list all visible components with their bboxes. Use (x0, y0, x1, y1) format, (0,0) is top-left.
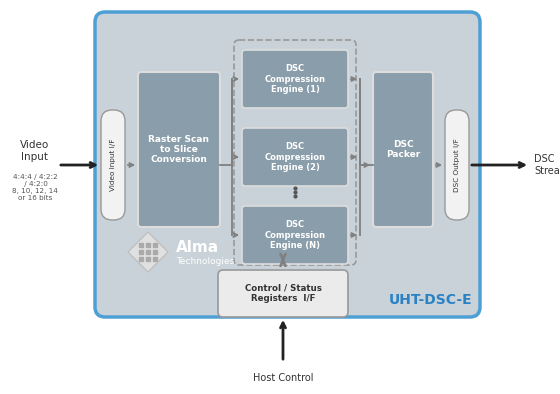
Text: DSC
Compression
Engine (1): DSC Compression Engine (1) (264, 64, 325, 94)
Text: Host Control: Host Control (253, 373, 313, 383)
Text: 4:4:4 / 4:2:2
 / 4:2:0
8, 10, 12, 14
or 16 bits: 4:4:4 / 4:2:2 / 4:2:0 8, 10, 12, 14 or 1… (12, 173, 58, 201)
Text: Control / Status
Registers  I/F: Control / Status Registers I/F (245, 284, 321, 303)
Text: Video Input I/F: Video Input I/F (110, 139, 116, 191)
FancyBboxPatch shape (234, 40, 356, 265)
FancyBboxPatch shape (242, 128, 348, 186)
FancyBboxPatch shape (445, 110, 469, 220)
FancyBboxPatch shape (373, 72, 433, 227)
FancyBboxPatch shape (101, 110, 125, 220)
Text: DSC
Compression
Engine (N): DSC Compression Engine (N) (264, 220, 325, 250)
Text: Video
Input: Video Input (20, 140, 50, 162)
Text: Technologies: Technologies (176, 258, 234, 266)
FancyBboxPatch shape (95, 12, 480, 317)
FancyBboxPatch shape (242, 206, 348, 264)
Text: Alma: Alma (176, 240, 219, 255)
Text: DSC
Compression
Engine (2): DSC Compression Engine (2) (264, 142, 325, 172)
Text: UHT-DSC-E: UHT-DSC-E (389, 293, 472, 307)
Text: DSC Output I/F: DSC Output I/F (454, 138, 460, 192)
Text: DSC
Stream: DSC Stream (534, 154, 560, 176)
Text: Raster Scan
to Slice
Conversion: Raster Scan to Slice Conversion (148, 135, 209, 164)
FancyBboxPatch shape (218, 270, 348, 317)
FancyBboxPatch shape (138, 72, 220, 227)
Text: DSC
Packer: DSC Packer (386, 140, 420, 159)
Polygon shape (128, 232, 168, 272)
FancyBboxPatch shape (242, 50, 348, 108)
